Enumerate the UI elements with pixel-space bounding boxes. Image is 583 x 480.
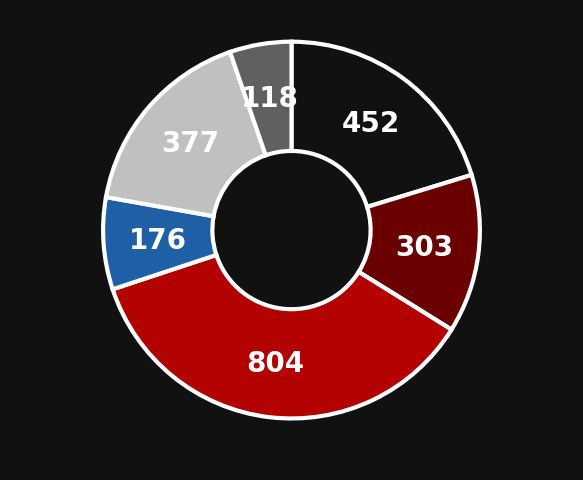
Wedge shape — [113, 255, 451, 419]
Wedge shape — [106, 53, 266, 217]
Wedge shape — [230, 43, 292, 156]
Wedge shape — [359, 176, 480, 330]
Text: 303: 303 — [395, 234, 453, 262]
Text: 452: 452 — [342, 109, 400, 137]
Text: 804: 804 — [247, 349, 305, 377]
Text: 118: 118 — [240, 85, 298, 113]
Text: 176: 176 — [129, 226, 187, 254]
Text: 377: 377 — [161, 130, 219, 158]
Wedge shape — [103, 198, 216, 290]
Wedge shape — [292, 43, 472, 207]
